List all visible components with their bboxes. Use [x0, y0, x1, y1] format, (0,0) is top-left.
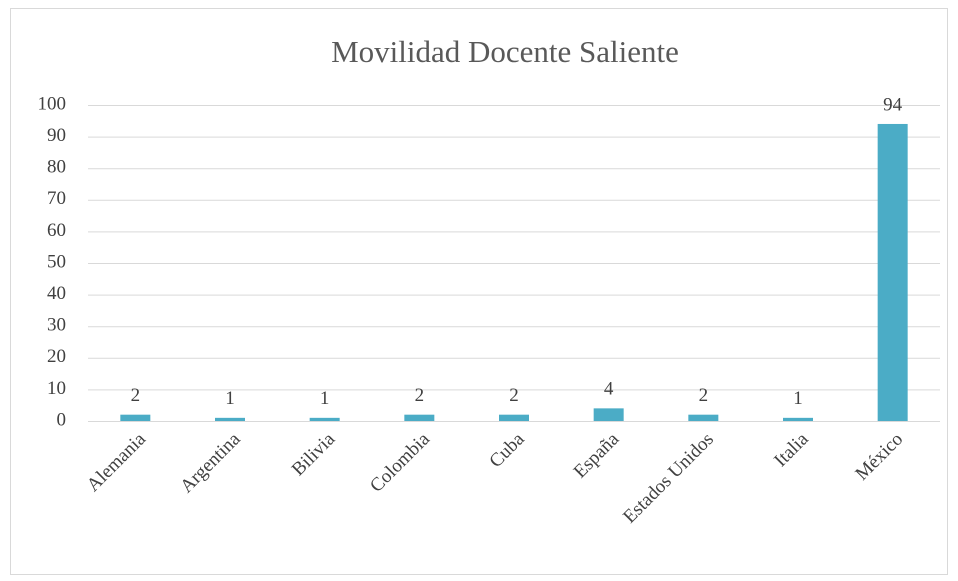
data-label: 2: [131, 385, 141, 406]
y-tick-label: 100: [38, 93, 67, 114]
y-tick-label: 30: [47, 315, 66, 336]
data-label: 2: [699, 385, 709, 406]
y-tick-label: 90: [47, 125, 66, 146]
bar: [593, 408, 624, 421]
bar: [499, 414, 529, 421]
bar: [120, 414, 151, 421]
y-tick-label: 20: [47, 346, 66, 367]
chart-border: [10, 8, 948, 575]
bar: [688, 414, 719, 421]
data-label: 4: [604, 379, 614, 400]
y-tick-label: 70: [47, 188, 66, 209]
bar: [877, 123, 908, 422]
y-tick-label: 50: [47, 251, 66, 272]
bar: [309, 417, 340, 421]
data-label: 2: [509, 385, 519, 406]
bar: [215, 417, 245, 421]
bar: [783, 417, 813, 421]
data-label: 1: [320, 388, 330, 409]
y-tick-label: 10: [47, 378, 66, 399]
data-label: 94: [883, 94, 903, 115]
y-tick-label: 40: [47, 283, 66, 304]
data-label: 1: [225, 388, 235, 409]
y-tick-label: 0: [57, 409, 67, 430]
y-tick-label: 80: [47, 157, 66, 178]
chart-title: Movilidad Docente Saliente: [331, 34, 679, 69]
y-tick-label: 60: [47, 220, 66, 241]
data-label: 2: [415, 385, 425, 406]
data-label: 1: [793, 388, 803, 409]
bar: [404, 414, 435, 421]
